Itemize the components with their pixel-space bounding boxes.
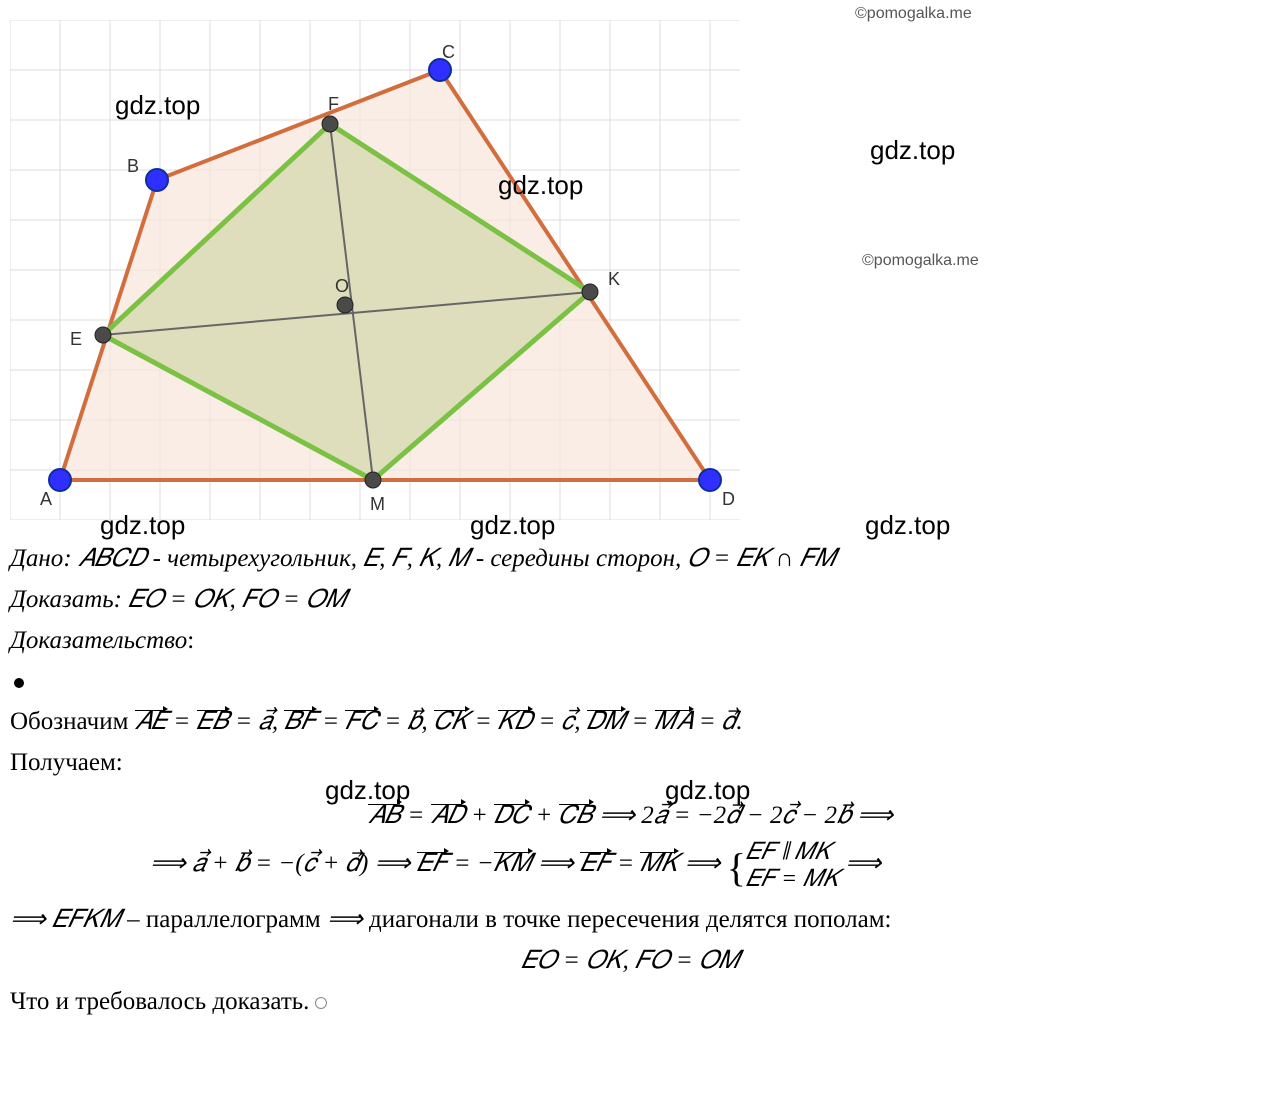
copyright-text: ©pomogalka.me [855, 5, 972, 23]
svg-text:F: F [328, 94, 339, 114]
svg-text:C: C [442, 42, 455, 62]
svg-text:K: K [608, 269, 620, 289]
bullet-icon [14, 678, 24, 688]
svg-text:D: D [722, 489, 735, 509]
svg-text:O: O [335, 276, 349, 296]
conclusion-line2: 𝐸𝑂 = 𝑂𝐾, 𝐹𝑂 = 𝑂𝑀 [10, 942, 1251, 981]
given-label: Дано [10, 545, 63, 572]
watermark-text: gdz.top [865, 510, 950, 541]
qed-circle-icon [315, 997, 327, 1009]
given-text: : 𝐴𝐵𝐶𝐷 - четырехугольник, 𝐸, 𝐹, 𝐾, 𝑀 - с… [63, 545, 836, 572]
proof-label-word: Доказательство [10, 627, 187, 654]
prove-text: : 𝐸𝑂 = 𝑂𝐾, 𝐹𝑂 = 𝑂𝑀 [114, 586, 347, 613]
svg-text:E: E [70, 329, 82, 349]
diagram-area: ABCDEFKMO gdz.topgdz.topgdz.topgdz.topgd… [0, 0, 1261, 540]
vector-defs: 𝐴𝐸 = 𝐸𝐵 = 𝑎⃗, 𝐵𝐹 = 𝐹𝐶 = 𝑏⃗, 𝐶𝐾 = 𝐾𝐷 = 𝑐⃗… [135, 708, 743, 735]
svg-text:B: B [127, 156, 139, 176]
designate-text: Обозначим [10, 708, 135, 735]
equation-row1: 𝐴𝐵 = 𝐴𝐷 + 𝐷𝐶 + 𝐶𝐵 ⟹ 2𝑎⃗ = −2𝑑⃗ − 2𝑐⃗ − 2… [10, 797, 1251, 836]
geometry-diagram: A B C D E F K M O [10, 20, 740, 520]
conclusion-line1: ⟹ 𝐸𝐹𝐾𝑀 – параллелограмм ⟹ диагонали в то… [10, 901, 1251, 940]
svg-text:A: A [40, 489, 52, 509]
obtain-text: Получаем: [10, 744, 1251, 783]
copyright-text: ©pomogalka.me [862, 252, 979, 270]
prove-label: Доказать [10, 586, 114, 613]
watermark-text: gdz.top [870, 135, 955, 166]
equation-row2: ⟹ 𝑎⃗ + 𝑏⃗ = −(𝑐⃗ + 𝑑⃗) ⟹ 𝐸𝐹 = −𝐾𝑀 ⟹ 𝐸𝐹 =… [10, 837, 1251, 899]
svg-text:M: M [370, 494, 385, 514]
qed-text: Что и требовалось доказать. [10, 988, 309, 1015]
proof-text: Дано: 𝐴𝐵𝐶𝐷 - четырехугольник, 𝐸, 𝐹, 𝐾, 𝑀… [0, 540, 1261, 1034]
watermark-text: gdz.top [665, 770, 750, 810]
